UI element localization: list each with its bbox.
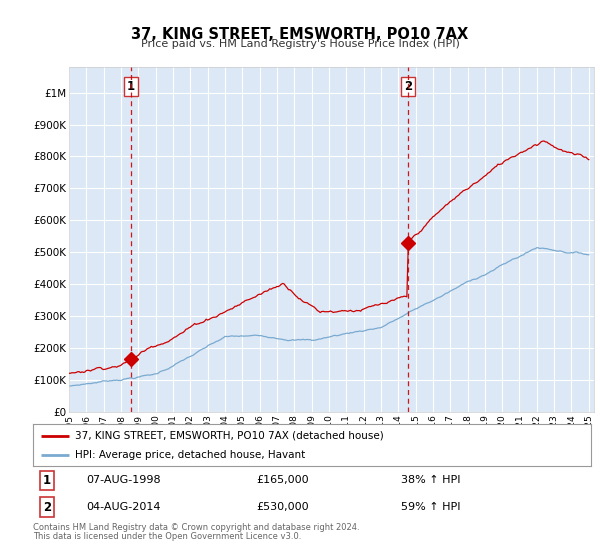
- Text: 38% ↑ HPI: 38% ↑ HPI: [401, 475, 461, 486]
- Text: 04-AUG-2014: 04-AUG-2014: [86, 502, 161, 512]
- Text: Price paid vs. HM Land Registry's House Price Index (HPI): Price paid vs. HM Land Registry's House …: [140, 39, 460, 49]
- Text: £165,000: £165,000: [256, 475, 309, 486]
- Text: 37, KING STREET, EMSWORTH, PO10 7AX: 37, KING STREET, EMSWORTH, PO10 7AX: [131, 27, 469, 42]
- Text: 2: 2: [43, 501, 51, 514]
- Text: 37, KING STREET, EMSWORTH, PO10 7AX (detached house): 37, KING STREET, EMSWORTH, PO10 7AX (det…: [75, 431, 383, 441]
- Text: 1: 1: [43, 474, 51, 487]
- Text: 2: 2: [404, 80, 412, 93]
- Text: 1: 1: [127, 80, 135, 93]
- Text: 59% ↑ HPI: 59% ↑ HPI: [401, 502, 461, 512]
- Text: 07-AUG-1998: 07-AUG-1998: [86, 475, 161, 486]
- Text: This data is licensed under the Open Government Licence v3.0.: This data is licensed under the Open Gov…: [33, 532, 301, 541]
- Text: £530,000: £530,000: [256, 502, 309, 512]
- Text: HPI: Average price, detached house, Havant: HPI: Average price, detached house, Hava…: [75, 450, 305, 460]
- Text: Contains HM Land Registry data © Crown copyright and database right 2024.: Contains HM Land Registry data © Crown c…: [33, 523, 359, 532]
